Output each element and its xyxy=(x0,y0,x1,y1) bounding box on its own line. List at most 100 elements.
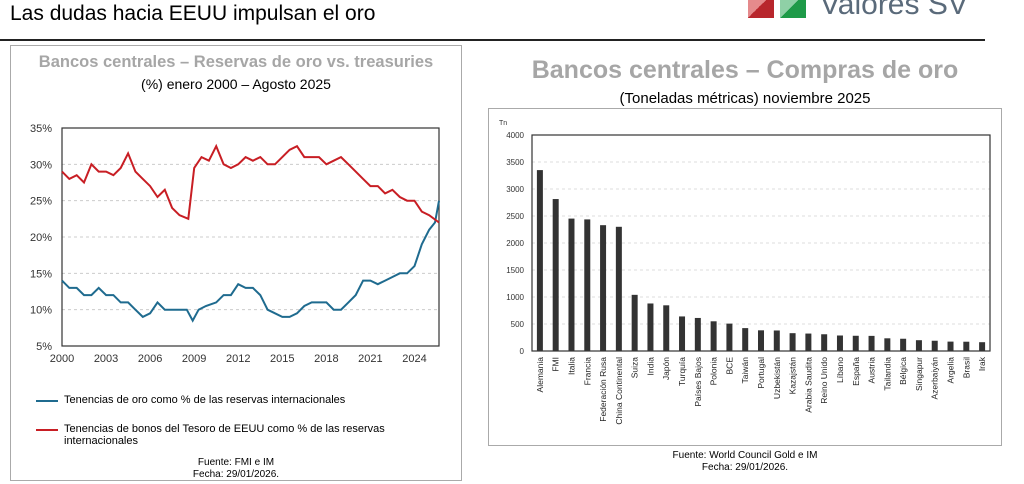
x-tick-label: Tailandia xyxy=(882,357,892,391)
x-tick-label: Kazajstán xyxy=(788,357,798,395)
x-tick-label: 2018 xyxy=(314,353,338,365)
y-tick-label: 35% xyxy=(30,123,52,135)
header-divider xyxy=(0,39,985,41)
y-tick-label: 2000 xyxy=(506,239,524,248)
x-tick-label: 2006 xyxy=(138,353,162,365)
bar xyxy=(773,330,780,351)
bar xyxy=(915,340,922,351)
logo-text: Valores SV xyxy=(820,0,968,21)
treasury-line xyxy=(61,143,440,224)
y-tick-label: 2500 xyxy=(506,212,524,221)
y-tick-label: 3500 xyxy=(506,158,524,167)
y-tick-label: 500 xyxy=(511,320,525,329)
y-tick-label: 1500 xyxy=(506,266,524,275)
y-tick-label: 4000 xyxy=(506,131,524,140)
x-tick-label: Suiza xyxy=(630,357,640,379)
bar xyxy=(900,338,907,351)
bar xyxy=(536,170,543,351)
bar xyxy=(568,218,575,351)
x-tick-label: 2003 xyxy=(94,353,118,365)
y-tick-label: 0 xyxy=(520,347,525,356)
x-tick-label: Federación Rusa xyxy=(598,357,608,422)
bar xyxy=(963,341,970,351)
bar xyxy=(742,328,749,351)
x-tick-label: India xyxy=(645,357,655,376)
bar xyxy=(647,303,654,351)
bar xyxy=(821,334,828,351)
bar xyxy=(552,199,559,351)
y-axis-label: Tn xyxy=(499,120,507,127)
bar xyxy=(726,323,733,351)
bar xyxy=(694,317,701,351)
x-tick-label: Singapur xyxy=(914,357,924,391)
legend-label-gold: Tenencias de oro como % de las reservas … xyxy=(64,394,346,406)
x-tick-label: Países Bajos xyxy=(693,357,703,407)
logo: Valores SV xyxy=(748,0,968,22)
bar xyxy=(836,335,843,351)
date-text: Fecha: 29/01/2026. xyxy=(701,462,789,473)
x-tick-label: Líbano xyxy=(835,357,845,383)
gold-line xyxy=(61,200,440,323)
plot-frame xyxy=(61,127,440,347)
legend-swatch-gold xyxy=(36,400,58,402)
bar xyxy=(947,341,954,351)
bar xyxy=(789,333,796,351)
y-tick-label: 10% xyxy=(30,305,52,317)
bar xyxy=(884,338,891,351)
source-text: Fuente: World Council Gold e IM xyxy=(672,450,818,461)
y-tick-label: 1000 xyxy=(506,293,524,302)
line-chart-panel: Bancos centrales – Reservas de oro vs. t… xyxy=(10,45,462,481)
bar xyxy=(758,330,764,351)
bar xyxy=(805,333,812,351)
bar-chart-panel: Tn 4000 3500 3000 2500 2000 1500 1000 500 0 Aleman… xyxy=(488,108,1002,446)
x-tick-label: Bélgica xyxy=(898,357,908,385)
x-tick-label: Turquía xyxy=(677,357,687,386)
x-tick-label: Taiwán xyxy=(740,357,750,384)
bar xyxy=(979,342,986,351)
y-tick-label: 30% xyxy=(30,159,52,171)
x-tick-label: BCE xyxy=(724,357,734,375)
bar xyxy=(600,225,607,351)
y-tick-label: 5% xyxy=(36,341,52,353)
bar-chart-subtitle: (Toneladas métricas) noviembre 2025 xyxy=(619,90,871,107)
x-tick-label: Reino Unido xyxy=(819,357,829,404)
bar xyxy=(931,340,938,351)
line-chart-source: Fuente: FMI e IM Fecha: 29/01/2026. xyxy=(11,457,461,481)
bar xyxy=(631,294,638,351)
line-chart-title: Bancos centrales – Reservas de oro vs. t… xyxy=(38,53,434,71)
source-text: Fuente: FMI e IM xyxy=(197,457,275,468)
page-title: Las dudas hacia EEUU impulsan el oro xyxy=(10,2,376,25)
bar xyxy=(584,219,591,351)
x-tick-label: 2024 xyxy=(402,353,426,365)
line-chart-subtitle: (%) enero 2000 – Agosto 2025 xyxy=(141,76,331,92)
x-tick-label: FMI xyxy=(551,357,561,372)
bar xyxy=(615,226,622,351)
x-tick-label: España xyxy=(851,357,861,386)
bar xyxy=(710,321,717,351)
legend-label-treasury: Tenencias de bonos del Tesoro de EEUU co… xyxy=(64,423,385,447)
bar xyxy=(663,305,670,351)
x-tick-label: China Continental xyxy=(614,357,624,425)
date-text: Fecha: 29/01/2026. xyxy=(192,469,280,480)
x-tick-label: 2009 xyxy=(182,353,206,365)
x-tick-label: 2021 xyxy=(358,353,382,365)
legend-item-gold: Tenencias de oro como % de las reservas … xyxy=(36,394,345,406)
x-tick-label: Uzbekistán xyxy=(772,357,782,399)
x-tick-label: Irak xyxy=(977,356,987,371)
x-tick-label: Japón xyxy=(661,357,671,380)
y-tick-label: 25% xyxy=(30,196,52,208)
y-tick-label: 20% xyxy=(30,232,52,244)
x-tick-label: Arabia Saudita xyxy=(803,357,813,413)
x-tick-label: Italia xyxy=(566,357,576,375)
bar-chart: Tn 4000 3500 3000 2500 2000 1500 1000 500 0 Aleman… xyxy=(499,120,991,425)
x-tick-label: Azerbaiyán xyxy=(930,357,940,400)
x-tick-label: 2012 xyxy=(226,353,250,365)
legend-item-treasury: Tenencias de bonos del Tesoro de EEUU co… xyxy=(36,423,436,447)
bar-chart-title: Bancos centrales – Compras de oro xyxy=(531,56,959,84)
y-tick-label: 3000 xyxy=(506,185,524,194)
bar xyxy=(868,335,875,351)
x-tick-label: Alemania xyxy=(535,357,545,393)
x-tick-label: 2015 xyxy=(270,353,294,365)
line-chart: 35% 30% 25% 20% 15% 10% 5%2000 2003 2006 2009 2012… xyxy=(30,123,440,365)
x-tick-label: Brasil xyxy=(961,357,971,378)
